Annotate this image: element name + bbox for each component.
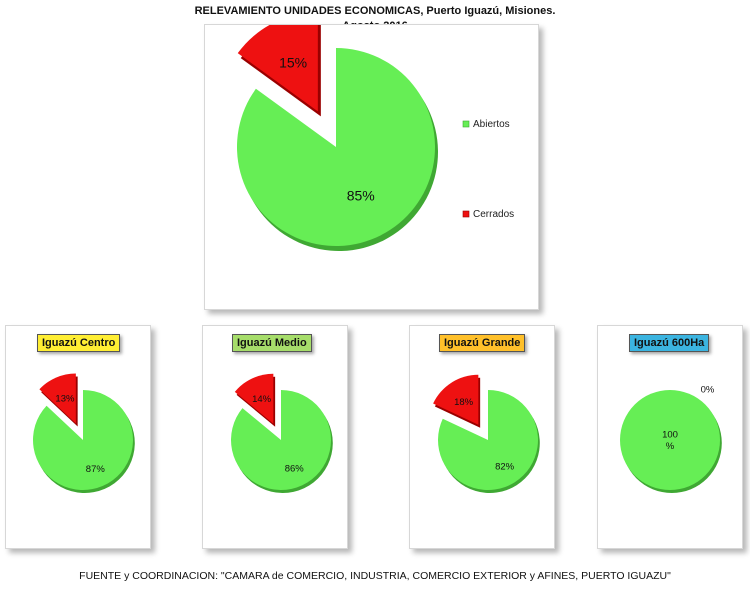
panel-iguazu-centro: Iguazú Centro 87% 13% xyxy=(5,325,151,549)
data-label-abiertos: 100% xyxy=(662,430,678,452)
pie-chart-iguazu-600ha: 100 % 0% xyxy=(620,384,722,493)
pie-chart-iguazu-medio: 86% 14% xyxy=(231,373,333,493)
data-label-abiertos: 82% xyxy=(495,461,515,472)
data-label-abiertos: 86% xyxy=(285,463,305,474)
pie-slice-abiertos xyxy=(620,390,720,490)
data-label-cerrados: 13% xyxy=(55,394,75,405)
main-chart-panel: 85% 15% Abiertos Cerrados xyxy=(204,24,539,310)
pie-chart-iguazu-centro: 87% 13% xyxy=(32,373,135,493)
pie-slice-abiertos xyxy=(237,48,436,246)
legend-label-abiertos: Abiertos xyxy=(473,119,510,130)
data-label-cerrados: 14% xyxy=(252,394,272,405)
legend-label-cerrados: Cerrados xyxy=(473,209,514,220)
badge-iguazu-grande: Iguazú Grande xyxy=(439,334,526,352)
pie-slice-cerrados xyxy=(234,373,274,424)
pie-slice-abiertos xyxy=(438,390,538,490)
panel-iguazu-600ha: Iguazú 600Ha 100% 0% xyxy=(597,325,743,549)
legend-item-cerrados: Cerrados xyxy=(462,209,514,220)
pie-chart-iguazu-grande: 82% 18% xyxy=(433,374,540,493)
main-pie-chart: 85% 15% Abiertos Cerrados xyxy=(237,25,514,251)
legend-swatch-cerrados xyxy=(462,210,470,218)
pie-slice-cerrados xyxy=(433,374,479,425)
panel-iguazu-medio: Iguazú Medio 86% 14% xyxy=(202,325,348,549)
badge-iguazu-centro: Iguazú Centro xyxy=(37,334,121,352)
badge-iguazu-600ha: Iguazú 600Ha xyxy=(629,334,710,352)
pie-slice-abiertos xyxy=(231,390,331,490)
data-label-abiertos: 87% xyxy=(86,464,106,475)
pie-slice-cerrados xyxy=(39,373,76,424)
data-label-cerrados: 18% xyxy=(454,397,474,408)
panel-iguazu-grande: Iguazú Grande 82% 18% xyxy=(409,325,555,549)
legend-swatch-abiertos xyxy=(462,120,470,128)
data-label-cerrados: 15% xyxy=(279,55,307,71)
data-label-abiertos: 85% xyxy=(347,187,375,203)
pie-slice-cerrados xyxy=(237,25,318,112)
source-footer: FUENTE y COORDINACION: "CAMARA de COMERC… xyxy=(79,570,671,582)
legend-item-abiertos: Abiertos xyxy=(462,119,510,130)
data-label-cerrados: 0% xyxy=(701,384,715,395)
badge-iguazu-medio: Iguazú Medio xyxy=(232,334,312,352)
pie-slice-abiertos xyxy=(32,390,133,490)
title-line-1: RELEVAMIENTO UNIDADES ECONOMICAS, Puerto… xyxy=(194,5,556,17)
